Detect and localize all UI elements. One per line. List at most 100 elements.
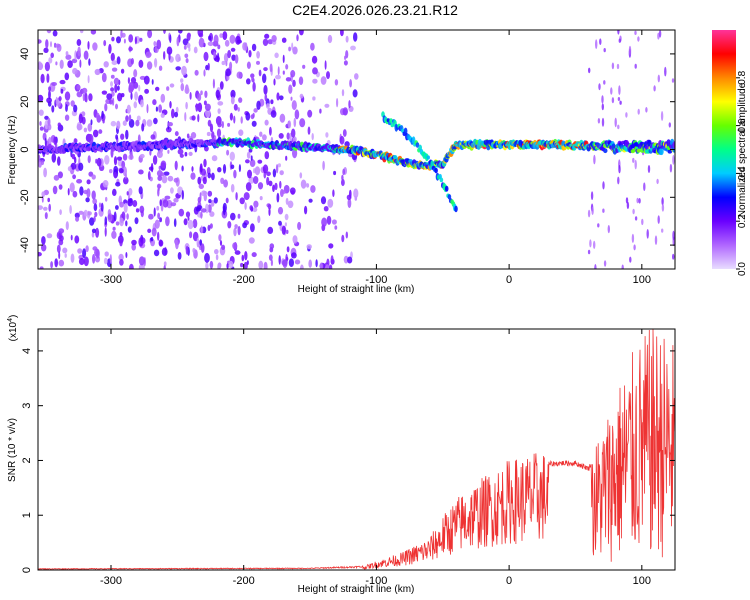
noise-blob	[184, 53, 189, 59]
noise-blob	[85, 95, 88, 103]
noise-blob	[56, 244, 61, 253]
noise-blob	[115, 103, 118, 110]
noise-blob	[229, 61, 233, 71]
noise-blob	[235, 192, 238, 201]
noise-blob	[668, 122, 671, 128]
noise-blob	[139, 37, 143, 42]
noise-blob	[230, 164, 235, 170]
noise-blob	[350, 251, 353, 259]
noise-blob	[116, 120, 121, 130]
noise-blob	[281, 225, 286, 235]
noise-blob	[294, 109, 300, 120]
noise-blob	[38, 61, 41, 66]
noise-blob	[102, 119, 105, 124]
noise-blob	[101, 90, 108, 95]
noise-blob	[312, 78, 318, 84]
noise-blob	[619, 100, 622, 105]
noise-blob	[204, 103, 211, 112]
noise-blob	[146, 119, 153, 127]
noise-blob	[207, 204, 212, 213]
noise-blob	[347, 198, 352, 209]
noise-blob	[124, 172, 127, 179]
noise-blob	[327, 34, 333, 44]
noise-blob	[70, 234, 73, 241]
noise-blob	[83, 256, 89, 267]
noise-blob	[54, 43, 61, 48]
noise-blob	[320, 76, 327, 85]
noise-blob	[287, 120, 292, 129]
noise-blob	[129, 151, 133, 160]
noise-blob	[634, 63, 637, 69]
noise-blob	[88, 93, 93, 102]
noise-blob	[653, 85, 656, 92]
noise-blob	[130, 92, 133, 100]
noise-blob	[315, 259, 318, 268]
noise-blob	[106, 93, 113, 100]
noise-blob	[181, 65, 187, 76]
noise-blob	[76, 123, 83, 131]
bottom-x-tick-label: -100	[365, 575, 387, 587]
noise-blob	[637, 108, 640, 115]
noise-blob	[320, 196, 327, 205]
noise-blob	[617, 124, 620, 130]
noise-blob	[108, 43, 112, 54]
noise-blob	[82, 248, 87, 259]
noise-blob	[249, 159, 256, 168]
noise-blob	[130, 77, 137, 84]
branch-blob	[454, 205, 458, 213]
noise-blob	[163, 171, 170, 176]
noise-blob	[198, 183, 204, 189]
trace-blob	[672, 141, 675, 149]
noise-blob	[156, 205, 160, 211]
noise-blob	[229, 34, 236, 44]
noise-blob	[328, 264, 333, 269]
noise-blob	[211, 131, 215, 139]
noise-blob	[636, 197, 639, 204]
branch-blob	[415, 142, 420, 148]
noise-blob	[183, 45, 187, 50]
noise-blob	[229, 112, 233, 121]
noise-blob	[308, 259, 313, 268]
noise-blob	[79, 186, 84, 196]
noise-blob	[44, 137, 47, 148]
noise-blob	[296, 34, 299, 42]
noise-blob	[91, 190, 96, 200]
noise-blob	[79, 59, 82, 68]
noise-blob	[251, 43, 257, 52]
bottom-x-tick-label: -300	[100, 575, 122, 587]
noise-blob	[353, 32, 358, 42]
noise-blob	[248, 148, 253, 153]
noise-blob	[607, 225, 610, 234]
noise-blob	[253, 108, 258, 113]
noise-blob	[162, 199, 169, 208]
noise-blob	[55, 96, 58, 105]
noise-blob	[74, 212, 80, 219]
noise-blob	[349, 79, 352, 88]
noise-blob	[269, 243, 275, 250]
noise-blob	[278, 255, 281, 265]
noise-blob	[93, 216, 96, 222]
noise-blob	[324, 60, 327, 70]
top-y-tick-label: 40	[19, 48, 31, 60]
noise-blob	[237, 107, 240, 112]
noise-blob	[103, 40, 107, 47]
noise-blob	[230, 47, 236, 52]
noise-blob	[46, 30, 52, 34]
noise-blob	[238, 164, 241, 173]
noise-blob	[324, 103, 330, 108]
noise-blob	[291, 100, 297, 111]
noise-blob	[95, 227, 100, 238]
noise-blob	[48, 57, 53, 64]
noise-blob	[64, 72, 70, 81]
noise-blob	[159, 199, 162, 207]
noise-blob	[152, 155, 158, 165]
noise-blob	[266, 176, 270, 186]
noise-blob	[183, 218, 188, 226]
noise-blob	[343, 60, 348, 66]
noise-blob	[145, 51, 152, 59]
noise-blob	[217, 167, 222, 173]
noise-blob	[185, 245, 189, 255]
noise-blob	[352, 89, 358, 98]
noise-blob	[58, 184, 63, 190]
noise-blob	[217, 263, 221, 269]
